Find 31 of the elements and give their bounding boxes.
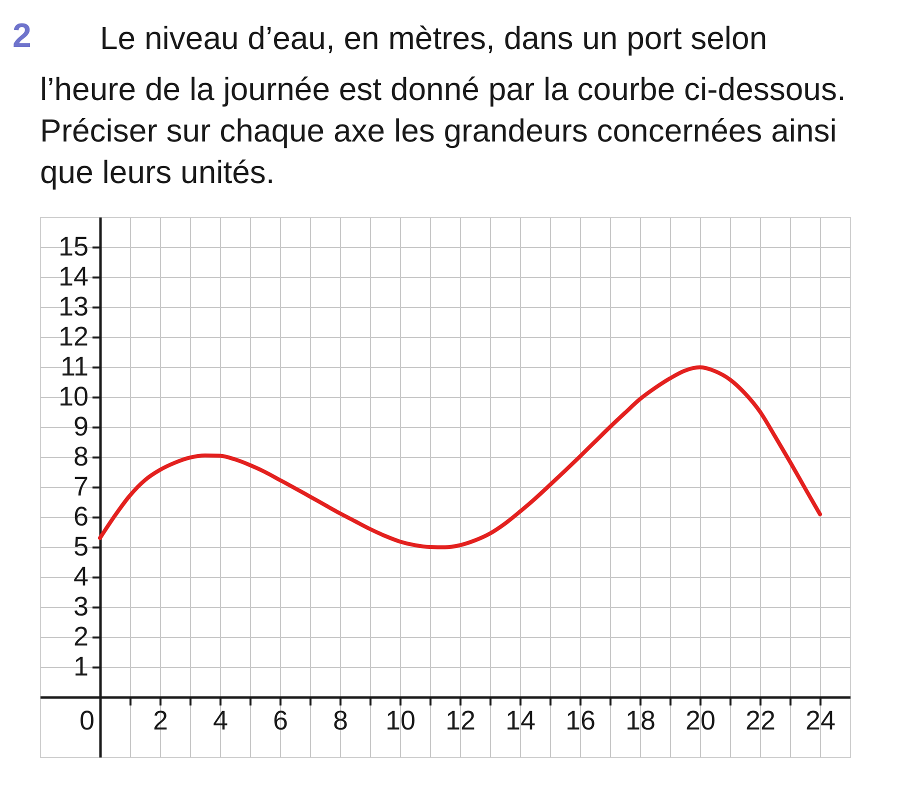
y-tick-label: 10 <box>58 382 88 412</box>
x-tick-label: 16 <box>565 706 596 736</box>
line-series <box>98 365 822 550</box>
y-tick-label: 14 <box>58 262 88 292</box>
y-tick-label: 3 <box>73 592 88 622</box>
x-tick-label: 20 <box>685 706 716 736</box>
y-tick-label: 11 <box>60 352 88 382</box>
y-tick-label: 8 <box>73 442 88 472</box>
x-tick-label: 18 <box>625 706 656 736</box>
text: 2 <box>12 17 32 55</box>
y-tick-label: 12 <box>58 322 88 352</box>
y-tick-label: 4 <box>73 562 88 592</box>
y-tick-label: 13 <box>58 292 88 322</box>
x-tick-label: 0 <box>79 706 94 736</box>
y-tick-label: 15 <box>58 232 88 262</box>
y-tick-label: 9 <box>73 412 88 442</box>
x-tick-label: 2 <box>152 706 168 736</box>
y-tick-label: 2 <box>73 622 88 652</box>
x-tick-label: 22 <box>745 706 776 736</box>
x-tick-label: 24 <box>805 706 836 736</box>
x-tick-label: 10 <box>385 706 416 736</box>
x-tick-label: 4 <box>212 706 228 736</box>
y-tick-label: 1 <box>73 652 88 682</box>
x-tick-label: 12 <box>445 706 476 736</box>
x-tick-label: 6 <box>272 706 288 736</box>
y-tick-label: 7 <box>73 472 88 502</box>
x-tick-label: 8 <box>332 706 348 736</box>
chart-title: Le niveau d’eau, en mètres, dans un port selon l’heure de la journée est donné par la courbe ci-dessous. Préciser sur chaque axe les grandeurs concernées ainsi que leurs unités. <box>40 20 846 190</box>
y-tick-label: 6 <box>73 502 88 532</box>
y-tick-label: 5 <box>73 532 88 562</box>
x-tick-label: 14 <box>505 706 536 736</box>
